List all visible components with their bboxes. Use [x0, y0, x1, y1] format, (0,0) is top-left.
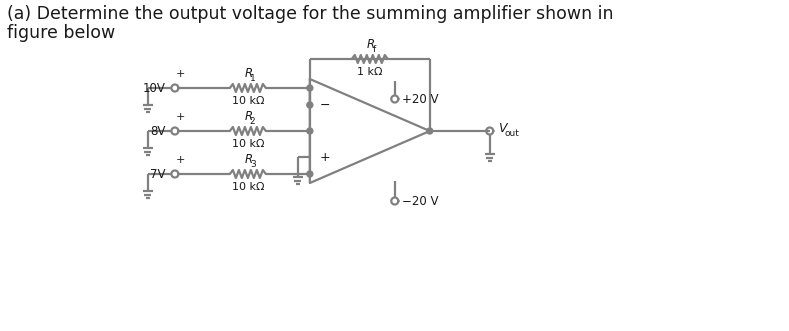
Text: R: R — [245, 110, 253, 123]
Circle shape — [307, 102, 312, 108]
Text: 1 kΩ: 1 kΩ — [357, 67, 383, 77]
Circle shape — [427, 128, 432, 134]
Text: R: R — [367, 38, 375, 51]
Text: 10 kΩ: 10 kΩ — [232, 139, 264, 149]
Text: 7V: 7V — [151, 167, 166, 180]
Text: f: f — [372, 45, 376, 54]
Text: 1: 1 — [250, 74, 256, 83]
Text: 10V: 10V — [143, 81, 166, 94]
Circle shape — [307, 85, 312, 91]
Text: 10 kΩ: 10 kΩ — [232, 96, 264, 106]
Circle shape — [307, 128, 312, 134]
Text: out: out — [505, 128, 520, 137]
Text: figure below: figure below — [7, 24, 115, 42]
Text: 10 kΩ: 10 kΩ — [232, 182, 264, 192]
Text: +20 V: +20 V — [402, 92, 438, 106]
Text: +: + — [176, 112, 185, 122]
Text: +: + — [320, 151, 331, 164]
Text: V: V — [498, 121, 507, 134]
Text: 8V: 8V — [151, 124, 166, 137]
Text: −: − — [320, 99, 331, 112]
Circle shape — [307, 171, 312, 177]
Text: 3: 3 — [250, 160, 256, 169]
Text: +: + — [176, 155, 185, 165]
Text: R: R — [245, 153, 253, 166]
Text: (a) Determine the output voltage for the summing amplifier shown in: (a) Determine the output voltage for the… — [7, 5, 614, 23]
Text: 2: 2 — [250, 117, 256, 126]
Text: −20 V: −20 V — [402, 195, 438, 208]
Text: +: + — [176, 69, 185, 79]
Text: R: R — [245, 67, 253, 80]
